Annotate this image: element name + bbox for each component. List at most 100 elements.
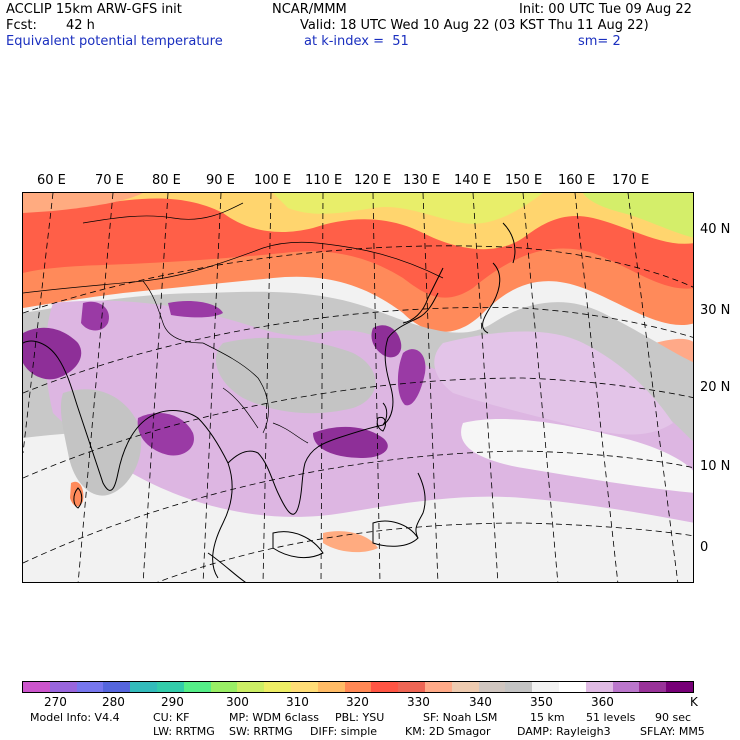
map-region-orange-srilanka — [70, 481, 84, 507]
lon-line-120e — [372, 193, 381, 582]
lon-label-80e: 80 E — [152, 173, 181, 188]
colorbar-swatch-2 — [76, 682, 104, 692]
lon-line-70e — [77, 193, 114, 582]
lon-line-100e — [262, 193, 272, 582]
map-region-darkpurple-4 — [313, 426, 388, 458]
lon-line-150e — [522, 193, 559, 582]
map-region-yellowgreen-2 — [583, 193, 693, 238]
colorbar-swatch-9 — [264, 682, 291, 692]
colorbar — [22, 681, 694, 693]
footer-lw: LW: RRTMG — [153, 725, 215, 738]
colorbar-swatch-6 — [183, 682, 211, 692]
footer-mp: MP: WDM 6class — [229, 711, 319, 724]
lon-label-130e: 130 E — [403, 173, 441, 188]
map-region-salmon — [23, 193, 143, 213]
map-region-lightpurple-east — [434, 331, 673, 435]
colorbar-swatch-12 — [344, 682, 372, 692]
lat-label-10n: 10 N — [700, 459, 731, 474]
colorbar-label-290: 290 — [161, 695, 184, 709]
colorbar-swatch-8 — [237, 682, 265, 692]
theta-e-map — [23, 193, 693, 582]
lon-line-130e — [422, 193, 439, 582]
lon-label-140e: 140 E — [454, 173, 492, 188]
footer-damp: DAMP: Rayleigh3 — [517, 725, 611, 738]
colorbar-swatch-1 — [49, 682, 77, 692]
colorbar-label-320: 320 — [346, 695, 369, 709]
lon-line-140e — [472, 193, 499, 582]
lat-line-20n — [23, 377, 693, 479]
forecast-hours: 42 h — [66, 18, 95, 33]
footer-sf: SF: Noah LSM — [423, 711, 498, 724]
map-region-white-pacific — [461, 419, 693, 493]
lon-line-160e — [574, 193, 619, 582]
colorbar-label-270: 270 — [44, 695, 67, 709]
colorbar-swatch-13 — [371, 682, 399, 692]
colorbar-label-unit: K — [690, 695, 698, 709]
footer-model-info: Model Info: V4.4 — [30, 711, 120, 724]
lon-line-80e — [142, 193, 169, 582]
colorbar-label-350: 350 — [530, 695, 553, 709]
lon-label-70e: 70 E — [95, 173, 124, 188]
map-region-darkpurple-1 — [23, 327, 82, 380]
colorbar-swatch-17 — [478, 682, 506, 692]
lon-label-100e: 100 E — [254, 173, 292, 188]
footer-levels: 51 levels — [586, 711, 636, 724]
forecast-label: Fcst: — [6, 18, 37, 33]
lon-label-90e: 90 E — [206, 173, 235, 188]
map-region-darkpurple-5 — [371, 325, 402, 358]
level-index: at k-index = 51 — [304, 34, 409, 49]
valid-time: Valid: 18 UTC Wed 10 Aug 22 (03 KST Thu … — [300, 18, 649, 33]
lon-line-110e — [320, 193, 324, 582]
colorbar-swatch-3 — [103, 682, 131, 692]
lat-label-30n: 30 N — [700, 303, 731, 318]
map-region-darkpurple-2 — [81, 301, 109, 331]
colorbar-swatch-24 — [666, 682, 693, 692]
colorbar-label-360: 360 — [591, 695, 614, 709]
lon-label-170e: 170 E — [612, 173, 650, 188]
colorbar-swatch-4 — [130, 682, 157, 692]
map-region-darkpurple-6 — [397, 349, 426, 406]
model-title: ACCLIP 15km ARW-GFS init — [6, 2, 182, 17]
map-panel — [22, 192, 694, 583]
org-label: NCAR/MMM — [272, 2, 347, 17]
colorbar-swatch-23 — [639, 682, 667, 692]
init-time: Init: 00 UTC Tue 09 Aug 22 — [519, 2, 692, 17]
footer-cu: CU: KF — [153, 711, 190, 724]
smoothing: sm= 2 — [578, 34, 621, 49]
colorbar-swatch-19 — [532, 682, 559, 692]
footer-timestep: 90 sec — [655, 711, 692, 724]
lon-line-90e — [202, 193, 222, 582]
map-region-yellow — [23, 193, 693, 250]
colorbar-swatch-11 — [317, 682, 345, 692]
footer-pbl: PBL: YSU — [335, 711, 385, 724]
lat-label-0: 0 — [700, 540, 709, 555]
colorbar-label-330: 330 — [407, 695, 430, 709]
lat-line-0 — [157, 522, 693, 582]
colorbar-swatch-18 — [505, 682, 533, 692]
colorbar-label-340: 340 — [469, 695, 492, 709]
colorbar-swatch-15 — [424, 682, 452, 692]
footer-sflay: SFLAY: MM5 — [640, 725, 705, 738]
map-region-yellowgreen-1 — [273, 193, 543, 224]
lon-label-160e: 160 E — [558, 173, 596, 188]
lat-line-10n — [23, 450, 693, 564]
colorbar-swatch-21 — [585, 682, 613, 692]
lon-label-110e: 110 E — [305, 173, 343, 188]
lon-line-60e — [23, 193, 54, 454]
colorbar-swatch-7 — [210, 682, 238, 692]
lat-label-20n: 20 N — [700, 380, 731, 395]
colorbar-swatch-5 — [156, 682, 184, 692]
colorbar-swatch-10 — [290, 682, 318, 692]
field-name: Equivalent potential temperature — [6, 34, 223, 49]
lon-label-120e: 120 E — [354, 173, 392, 188]
map-region-grey-china — [215, 337, 376, 414]
colorbar-swatch-0 — [23, 682, 50, 692]
colorbar-swatch-16 — [451, 682, 479, 692]
lat-label-40n: 40 N — [700, 222, 731, 237]
footer-resolution: 15 km — [530, 711, 565, 724]
lon-line-170e — [627, 193, 679, 582]
coastlines — [23, 222, 516, 582]
lon-label-150e: 150 E — [505, 173, 543, 188]
colorbar-swatch-22 — [612, 682, 640, 692]
footer-km: KM: 2D Smagor — [405, 725, 491, 738]
